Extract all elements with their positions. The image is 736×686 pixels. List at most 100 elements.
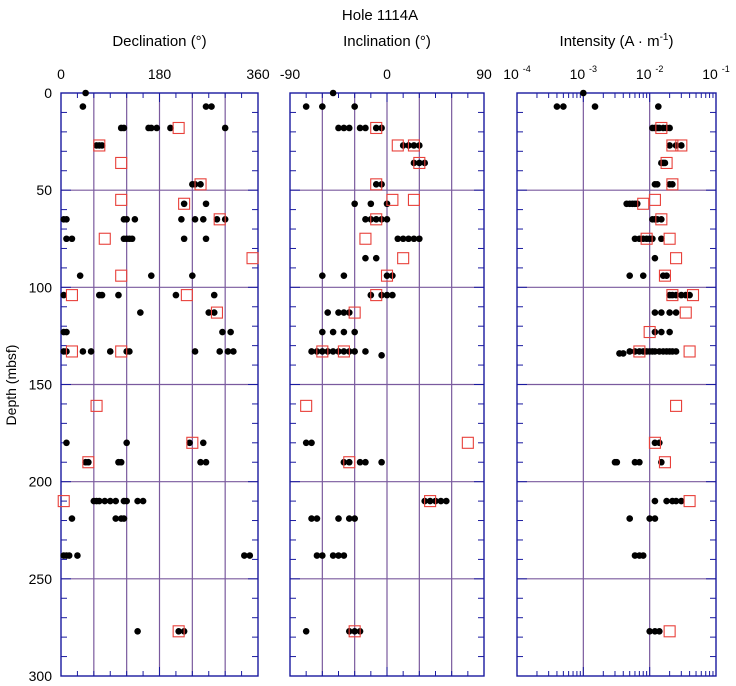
x-tick-label: 360 [246, 66, 270, 82]
y-tick-label: 100 [29, 279, 53, 295]
panel-title: Inclination (°) [343, 33, 431, 50]
data-point-dot [619, 350, 627, 357]
data-point-dot [666, 142, 673, 149]
data-point-dot [335, 552, 342, 559]
data-point-dot [98, 291, 106, 299]
data-point-dot [96, 497, 103, 505]
data-point-dot [319, 103, 326, 110]
data-point-square [194, 178, 207, 191]
data-point-dot [410, 235, 418, 243]
data-point-dot [180, 200, 188, 208]
data-point-square [648, 193, 661, 206]
data-point-square [660, 156, 673, 170]
panel-inclination: Inclination (°) -90 0 90 [280, 33, 492, 677]
data-point-square [391, 139, 404, 152]
data-point-dot [651, 309, 659, 316]
data-point-dot [76, 272, 84, 279]
data-point-dot [197, 458, 204, 466]
data-point-square [658, 269, 672, 282]
data-point-dot [63, 328, 70, 336]
data-point-dot [383, 291, 391, 299]
data-point-dot [399, 235, 407, 243]
data-point-dot [378, 458, 385, 466]
data-point-square [186, 436, 199, 449]
data-point-dot [313, 552, 321, 559]
data-point-dot [335, 515, 342, 522]
chart-title: Hole 1114A [342, 7, 418, 24]
data-point-dot [147, 272, 155, 279]
data-point-square [57, 495, 70, 508]
data-point-square [348, 625, 361, 638]
data-point-square [386, 193, 399, 206]
data-point-square [337, 345, 350, 358]
data-point-dot [651, 254, 659, 262]
data-point-dot [63, 235, 70, 243]
data-point-dot [308, 439, 315, 447]
data-point-dot [591, 103, 599, 110]
data-point-square [343, 456, 356, 469]
data-point-dot [351, 348, 358, 355]
data-point-dot [351, 200, 358, 208]
data-point-square [407, 139, 420, 152]
data-point-square [93, 139, 106, 152]
data-point-dot [106, 497, 114, 505]
data-point-dot [613, 458, 621, 466]
data-point-dot [128, 235, 136, 243]
data-point-square [300, 399, 313, 412]
data-point-dot [335, 124, 342, 132]
data-point-dot [362, 458, 369, 466]
data-point-dot [329, 328, 337, 336]
data-point-square [210, 306, 224, 319]
data-point-dot [426, 497, 434, 505]
x-tick-label: 10 -3 [570, 64, 597, 82]
data-point-dot [416, 159, 423, 167]
data-point-dot [663, 272, 670, 279]
data-point-square [115, 269, 128, 282]
data-point-square [655, 213, 668, 226]
data-point-dot [210, 291, 218, 299]
data-point-dot [661, 159, 669, 167]
data-point-dot [636, 458, 643, 466]
data-point-dot [389, 291, 396, 299]
data-point-square [98, 232, 111, 245]
data-point-dot [394, 235, 402, 243]
data-point-square [380, 269, 394, 282]
data-point-square [65, 289, 78, 302]
y-tick-label: 200 [29, 474, 53, 490]
data-point-square [359, 232, 372, 245]
data-point-dot [131, 216, 139, 223]
data-point-dot [227, 328, 234, 336]
data-point-dot [302, 628, 310, 635]
data-point-dot [224, 348, 232, 355]
data-point-square [643, 325, 656, 339]
data-point-dot [362, 254, 369, 262]
panel-title: Declination (°) [112, 33, 206, 50]
data-point-dot [199, 216, 207, 223]
data-point-square [115, 193, 128, 206]
data-point-square [407, 193, 420, 206]
data-point-dot [329, 552, 337, 559]
data-point-dot [219, 328, 226, 336]
data-point-dot [319, 552, 326, 559]
data-point-dot [672, 348, 680, 355]
data-point-dot [666, 124, 673, 132]
data-point-dot [208, 103, 215, 110]
data-point-dot [372, 124, 380, 132]
data-point-dot [351, 328, 358, 336]
data-point-dot [340, 309, 348, 316]
data-point-dot [210, 309, 218, 316]
data-point-dot [65, 552, 73, 559]
data-point-dot [340, 328, 348, 336]
data-point-dot [410, 142, 418, 149]
data-point-dot [319, 348, 326, 355]
data-point-dot [202, 458, 210, 466]
data-point-dot [82, 89, 89, 97]
data-point-dot [340, 348, 348, 355]
data-point-dot [221, 124, 229, 132]
data-point-dot [351, 628, 358, 635]
data-point-dot [362, 216, 369, 223]
data-point-dot [678, 142, 685, 149]
data-point-square [686, 289, 700, 302]
data-point-dot [340, 552, 348, 559]
data-point-dot [669, 181, 676, 188]
